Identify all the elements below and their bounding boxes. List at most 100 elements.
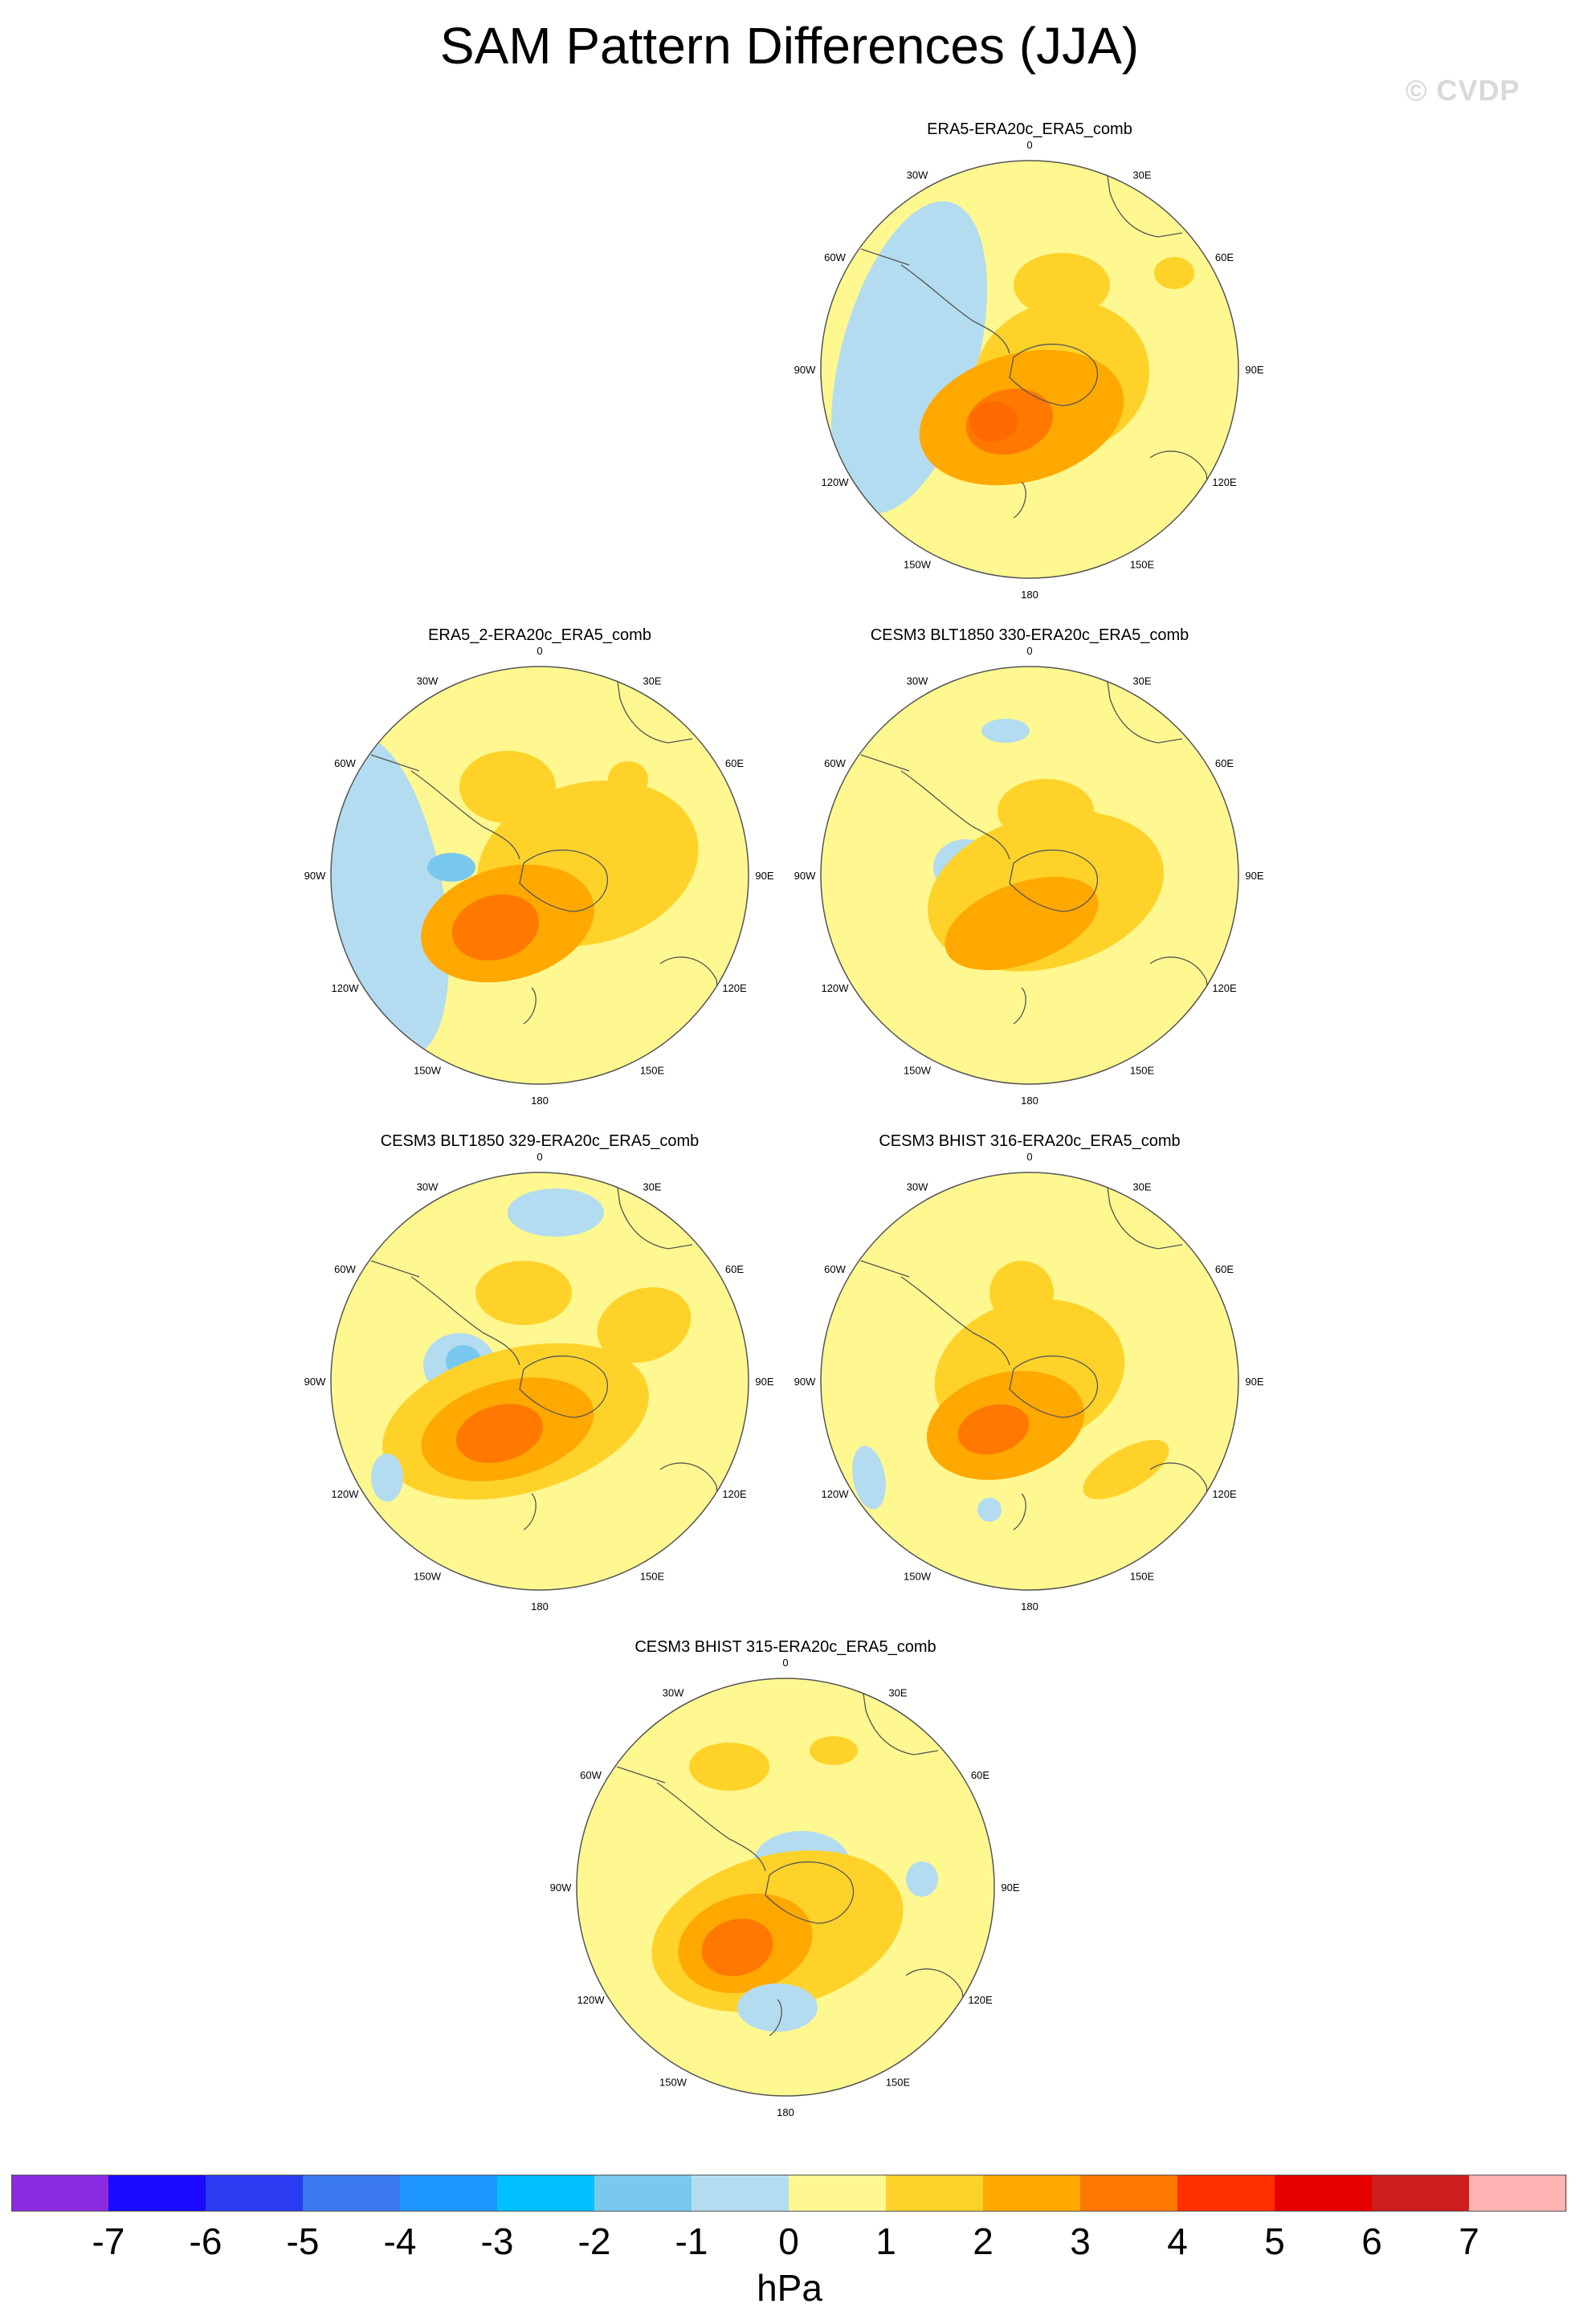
colorbar-tick-label: 5 — [1264, 2220, 1285, 2262]
longitude-label: 180 — [1021, 1095, 1038, 1107]
longitude-label: 150W — [904, 1065, 932, 1077]
anomaly-contour — [981, 719, 1030, 743]
longitude-label: 90W — [550, 1882, 572, 1894]
longitude-label: 60W — [334, 1263, 356, 1275]
longitude-label: 120W — [332, 982, 360, 994]
longitude-label: 30E — [1132, 169, 1151, 181]
coastline — [1009, 850, 1099, 912]
colorbar-tick-label: -5 — [286, 2220, 320, 2262]
colorbar-segment — [1177, 2175, 1275, 2212]
longitude-label: 30W — [417, 1181, 439, 1193]
anomaly-contour — [945, 876, 1099, 971]
coastline — [616, 1766, 666, 1784]
panel-title: ERA5-ERA20c_ERA5_comb — [927, 120, 1132, 138]
longitude-label: 30E — [643, 1181, 661, 1193]
longitude-label: 90W — [794, 364, 816, 376]
map-panel: CESM3 BHIST 316-ERA20c_ERA5_comb 0 30E 60E 9… — [794, 1132, 1264, 1622]
longitude-label: 60E — [725, 1263, 744, 1275]
cvdp-watermark: © CVDP — [1406, 74, 1520, 107]
longitude-label: 90E — [1245, 870, 1263, 882]
longitude-label: 30W — [907, 169, 928, 181]
coastline — [1009, 1356, 1099, 1418]
colorbar-tick-label: -4 — [383, 2220, 417, 2262]
longitude-label: 0 — [537, 645, 542, 657]
anomaly-contour — [810, 1736, 858, 1765]
anomaly-contour — [608, 761, 648, 797]
longitude-label: 0 — [1026, 645, 1032, 657]
coastline — [370, 1260, 420, 1278]
colorbar-units: hPa — [757, 2267, 822, 2309]
coastline — [615, 1176, 693, 1250]
longitude-label: 150E — [640, 1571, 665, 1583]
coastline — [1105, 1176, 1183, 1250]
anomaly-contour — [1072, 811, 1108, 843]
panel-title: CESM3 BHIST 316-ERA20c_ERA5_comb — [879, 1132, 1181, 1150]
map-panel: ERA5_2-ERA20c_ERA5_comb 0 30E 60E 90E 120E 150… — [304, 626, 774, 1116]
anomaly-contour — [597, 1286, 692, 1364]
colorbar-segment — [303, 2175, 401, 2212]
longitude-label: 150W — [414, 1571, 442, 1583]
longitude-label: 30E — [888, 1687, 907, 1699]
colorbar-tick-label: 3 — [1070, 2220, 1091, 2262]
longitude-label: 150E — [1130, 1571, 1155, 1583]
coastline — [769, 1999, 782, 2037]
anomaly-contour — [957, 1404, 1030, 1455]
colorbar-segment — [11, 2175, 109, 2212]
colorbar-segment — [108, 2175, 206, 2212]
globe-border — [820, 1172, 1239, 1591]
anomaly-contour — [701, 1918, 773, 1976]
polar-map: 0 30E 60E 90E 120E 150E 180 150W 120W 90W 60W 30W — [304, 1151, 774, 1613]
longitude-label: 150W — [904, 559, 932, 571]
longitude-label: 0 — [1026, 139, 1032, 151]
globe-border — [330, 1172, 749, 1591]
colorbar-segment — [594, 2175, 692, 2212]
panel-title: CESM3 BLT1850 329-ERA20c_ERA5_comb — [380, 1132, 700, 1150]
coastline — [523, 987, 537, 1025]
longitude-label: 30W — [663, 1687, 684, 1699]
colorbar-tick-label: 0 — [778, 2220, 799, 2262]
longitude-label: 150E — [1130, 1065, 1155, 1077]
longitude-label: 90W — [794, 1376, 816, 1388]
longitude-label: 60W — [824, 757, 846, 769]
longitude-label: 180 — [1021, 589, 1038, 601]
colorbar-segment — [983, 2175, 1081, 2212]
coastline — [861, 1682, 939, 1755]
polar-map: 0 30E 60E 90E 120E 150E 180 150W 120W 90W 60W 30W — [304, 645, 774, 1107]
longitude-label: 120E — [1212, 476, 1237, 488]
coastline — [900, 264, 1010, 354]
polar-map: 0 30E 60E 90E 120E 150E 180 150W 120W 90W 60W 30W — [794, 1151, 1264, 1613]
longitude-label: 90W — [304, 870, 326, 882]
coastline — [1105, 670, 1183, 744]
longitude-label: 150E — [640, 1065, 665, 1077]
colorbar-tick-label: -1 — [675, 2220, 708, 2262]
anomaly-contour — [1154, 257, 1194, 289]
longitude-label: 120E — [722, 982, 747, 994]
longitude-label: 0 — [1026, 1151, 1032, 1163]
anomaly-contour — [689, 1743, 769, 1791]
colorbar-tick-label: 1 — [875, 2220, 896, 2262]
longitude-label: 90E — [1001, 1882, 1019, 1894]
anomaly-contour — [906, 1861, 938, 1897]
longitude-label: 90E — [755, 1376, 773, 1388]
longitude-label: 120E — [1212, 1488, 1237, 1500]
coastline — [523, 1493, 537, 1531]
colorbar-segment — [1469, 2175, 1567, 2212]
longitude-label: 180 — [531, 1095, 549, 1107]
anomaly-contour — [977, 1498, 1002, 1522]
longitude-label: 120W — [577, 1994, 606, 2006]
coastline — [860, 248, 910, 266]
anomaly-contour — [1014, 253, 1110, 317]
longitude-label: 30E — [1132, 675, 1151, 687]
coastline — [519, 1356, 609, 1418]
map-panel: ERA5-ERA20c_ERA5_comb 0 30E 60E 90E 120E 150E 1… — [794, 120, 1264, 610]
colorbar-tick-label: -7 — [92, 2220, 125, 2262]
longitude-label: 90W — [794, 870, 816, 882]
panel-title: ERA5_2-ERA20c_ERA5_comb — [428, 626, 651, 644]
colorbar-outline — [11, 2175, 1566, 2212]
map-panel: CESM3 BLT1850 329-ERA20c_ERA5_comb 0 30E 60… — [304, 1132, 774, 1622]
longitude-label: 120E — [1212, 982, 1237, 994]
colorbar-tick-label: -3 — [480, 2220, 514, 2262]
coastline — [900, 1276, 1010, 1366]
colorbar-segment — [1275, 2175, 1373, 2212]
longitude-label: 60W — [824, 251, 846, 263]
